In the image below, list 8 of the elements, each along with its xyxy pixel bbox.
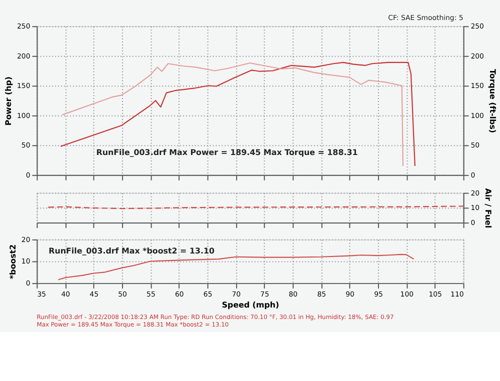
y2-axis-title: Torque (ft-lbs) <box>488 69 497 134</box>
y-axis-title: Power (hp) <box>4 76 14 126</box>
line-series <box>58 254 414 280</box>
annotation: RunFile_003.drf Max Power = 189.45 Max Torque = 188.31 <box>96 148 358 158</box>
y-axis-title: *boost2 <box>8 244 18 280</box>
x-axis-title: Speed (mph) <box>222 300 280 310</box>
annotation: RunFile_003.drf Max *boost2 = 13.10 <box>48 246 215 256</box>
y2-axis-title: Air / Fuel <box>484 188 493 228</box>
